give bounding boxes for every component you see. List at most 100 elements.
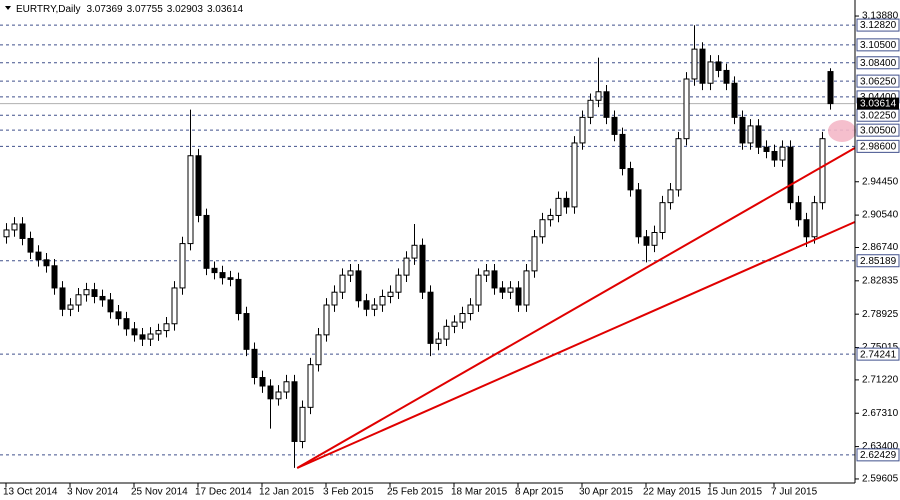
candle-body [571, 142, 578, 208]
candle-body [283, 381, 290, 393]
candle-body [59, 287, 66, 310]
candle-body [323, 304, 330, 336]
candle-body [595, 91, 602, 101]
x-tick-label: 7 Jul 2015 [771, 487, 818, 498]
candle-body [123, 318, 130, 330]
candle-body [659, 202, 666, 234]
candle-body [739, 116, 746, 144]
candle-body [715, 61, 722, 71]
level-label-box [856, 74, 900, 88]
candle-body [827, 71, 834, 105]
candle-body [499, 287, 506, 293]
candle-body [683, 78, 690, 140]
level-label-box [856, 56, 900, 70]
candle-body [803, 219, 810, 238]
candle-body [363, 300, 370, 310]
trendline-layer [296, 147, 856, 469]
level-label: 2.62429 [860, 450, 897, 461]
candle-body [443, 325, 450, 340]
y-tick-label: 2.63400 [862, 441, 899, 452]
candle-body [11, 223, 18, 231]
level-label-box [856, 448, 900, 462]
candle-body [507, 287, 514, 293]
candle-body [203, 214, 210, 269]
candle-body [771, 150, 778, 161]
candle-body [347, 270, 354, 276]
x-tick-label: 13 Oct 2014 [3, 487, 58, 498]
y-tick-label: 2.94450 [862, 176, 899, 187]
y-tick-label: 2.82835 [862, 275, 899, 286]
candle-body [219, 272, 226, 279]
level-label-box [856, 123, 900, 137]
level-label: 3.00500 [860, 125, 897, 136]
candle-body [611, 116, 618, 135]
candle-body [187, 155, 194, 245]
candle-body [3, 229, 10, 238]
candle-body [483, 270, 490, 276]
level-label-box [856, 38, 900, 52]
level-label-box [856, 347, 900, 361]
x-tick-label: 22 May 2015 [643, 487, 701, 498]
level-label: 3.02250 [860, 110, 897, 121]
axis-layer: 3.13880 2.94450 2.90540 2.86740 2.82835 2.789… [3, 11, 900, 498]
candle-body [35, 251, 42, 261]
candle-body [163, 323, 170, 332]
candle-body [723, 69, 730, 84]
level-label: 2.98600 [860, 141, 897, 152]
candle-body [243, 313, 250, 350]
candle-body [451, 321, 458, 327]
candle-body [267, 385, 274, 400]
open-value: 3.07369 [86, 4, 123, 15]
candle-body [315, 334, 322, 366]
trendline [296, 147, 856, 469]
candle-body [67, 304, 74, 310]
candle-body [179, 243, 186, 289]
highlight-marker [828, 120, 856, 142]
candle-body [579, 116, 586, 144]
level-label: 3.10500 [860, 40, 897, 51]
candle-body [355, 270, 362, 302]
candle-body [643, 236, 650, 246]
candle-body [427, 291, 434, 344]
candle-body [459, 313, 466, 323]
x-tick-label: 12 Jan 2015 [259, 487, 314, 498]
candle-body [147, 333, 154, 340]
level-label-box [856, 18, 900, 32]
candle-body [731, 82, 738, 118]
candle-body [403, 257, 410, 276]
y-tick-label: 2.71220 [862, 375, 899, 386]
level-label-box [856, 139, 900, 153]
level-label: 3.06250 [860, 76, 897, 87]
candle-body [51, 265, 58, 289]
candle-body [379, 295, 386, 306]
candle-body [43, 259, 50, 267]
candle-body [555, 197, 562, 216]
candle-body [131, 328, 138, 336]
candle-body [635, 189, 642, 238]
candle-body [707, 61, 714, 84]
menu-arrow[interactable] [5, 6, 11, 10]
level-label-box [856, 254, 900, 268]
candle-body [83, 289, 90, 296]
candle-body [819, 138, 826, 204]
candle-body [75, 294, 82, 306]
candle-body [227, 277, 234, 280]
candle-body [531, 236, 538, 272]
candle-body [251, 348, 258, 378]
close-value: 3.03614 [207, 4, 244, 15]
candle-body [419, 244, 426, 293]
y-tick-label: 2.90540 [862, 210, 899, 221]
x-tick-label: 15 Jun 2015 [707, 487, 762, 498]
candle-body [235, 278, 242, 315]
candle-body [755, 125, 762, 148]
candle-body [331, 291, 338, 306]
current-price-box [857, 97, 899, 110]
candle-body [691, 48, 698, 80]
candle-body [747, 125, 754, 144]
x-tick-label: 8 Apr 2015 [515, 487, 564, 498]
y-tick-label: 2.78925 [862, 309, 899, 320]
x-tick-label: 17 Dec 2014 [195, 487, 252, 498]
y-tick-label: 2.67310 [862, 408, 899, 419]
